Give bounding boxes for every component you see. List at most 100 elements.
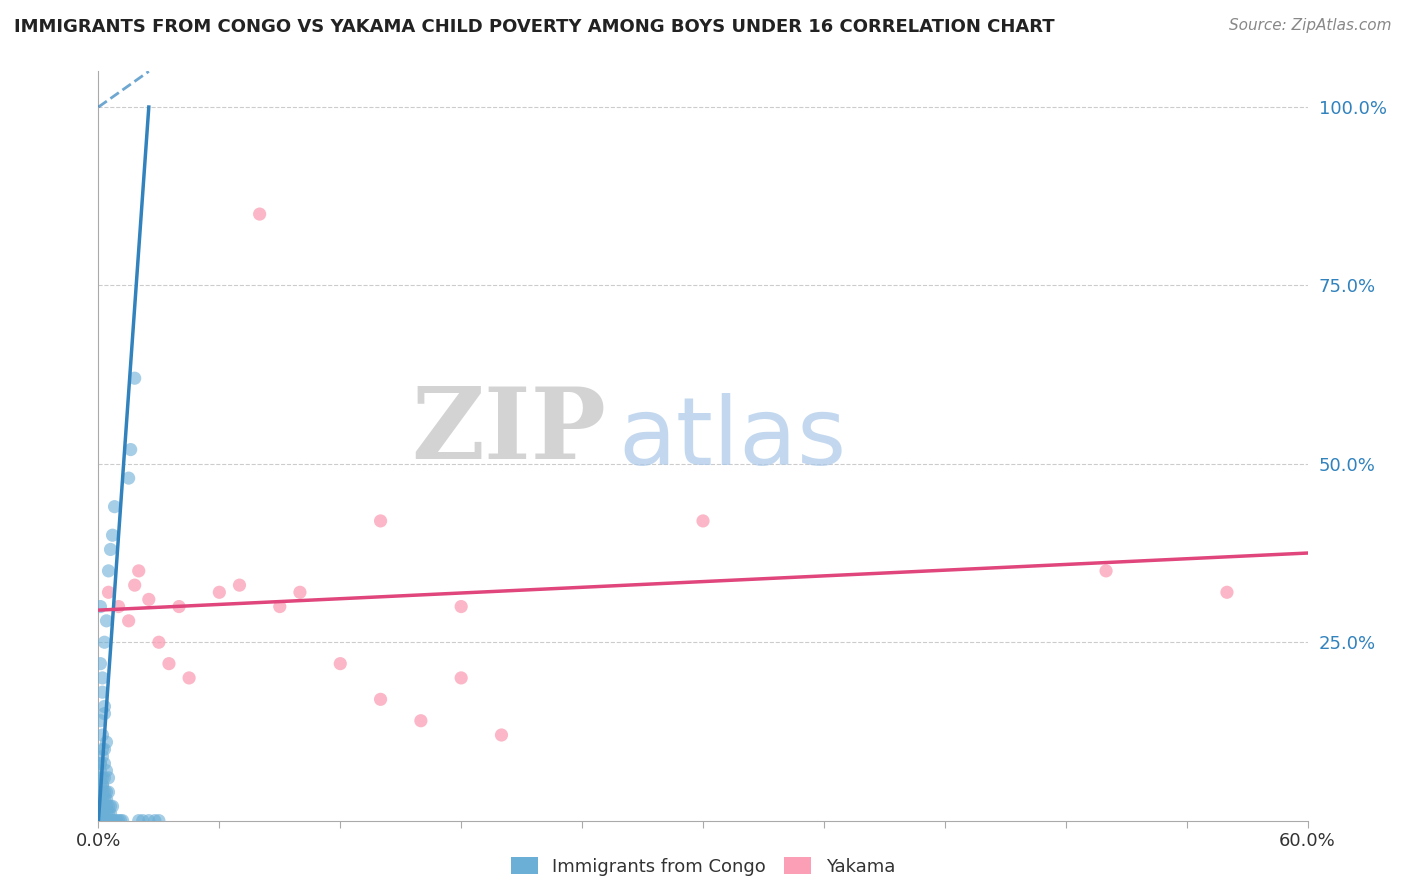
- Point: [93, 785, 115, 799]
- Point: [179, 671, 201, 685]
- Point: [91, 749, 114, 764]
- Legend: Immigrants from Congo, Yakama: Immigrants from Congo, Yakama: [503, 850, 903, 883]
- Point: [91, 806, 114, 821]
- Point: [91, 671, 114, 685]
- Point: [93, 706, 115, 721]
- Point: [97, 814, 120, 828]
- Point: [89, 806, 111, 821]
- Point: [96, 806, 118, 821]
- Point: [93, 814, 115, 828]
- Point: [91, 742, 114, 756]
- Point: [124, 371, 146, 385]
- Point: [1095, 564, 1118, 578]
- Point: [91, 799, 114, 814]
- Point: [96, 735, 118, 749]
- Point: [89, 806, 111, 821]
- Point: [167, 599, 190, 614]
- Point: [89, 778, 111, 792]
- Point: [96, 785, 118, 799]
- Point: [91, 778, 114, 792]
- Point: [138, 814, 160, 828]
- Point: [100, 542, 122, 557]
- Point: [450, 599, 472, 614]
- Point: [101, 814, 124, 828]
- Point: [93, 756, 115, 771]
- Point: [370, 692, 392, 706]
- Point: [93, 806, 115, 821]
- Point: [228, 578, 250, 592]
- Point: [93, 699, 115, 714]
- Point: [89, 792, 111, 806]
- Point: [100, 799, 122, 814]
- Point: [329, 657, 352, 671]
- Point: [103, 814, 125, 828]
- Point: [491, 728, 513, 742]
- Point: [157, 657, 180, 671]
- Point: [97, 785, 120, 799]
- Point: [110, 814, 132, 828]
- Point: [143, 814, 166, 828]
- Point: [107, 814, 129, 828]
- Point: [96, 764, 118, 778]
- Point: [89, 799, 111, 814]
- Point: [97, 771, 120, 785]
- Point: [101, 799, 124, 814]
- Point: [132, 814, 155, 828]
- Point: [89, 771, 111, 785]
- Point: [96, 614, 118, 628]
- Point: [208, 585, 231, 599]
- Point: [93, 771, 115, 785]
- Point: [107, 599, 129, 614]
- Point: [100, 806, 122, 821]
- Point: [91, 685, 114, 699]
- Point: [96, 792, 118, 806]
- Point: [91, 778, 114, 792]
- Point: [124, 578, 146, 592]
- Point: [370, 514, 392, 528]
- Text: ZIP: ZIP: [412, 383, 606, 480]
- Point: [93, 799, 115, 814]
- Point: [128, 814, 150, 828]
- Point: [120, 442, 142, 457]
- Point: [93, 635, 115, 649]
- Point: [91, 785, 114, 799]
- Point: [89, 756, 111, 771]
- Point: [89, 764, 111, 778]
- Text: Source: ZipAtlas.com: Source: ZipAtlas.com: [1229, 18, 1392, 33]
- Point: [91, 792, 114, 806]
- Point: [89, 785, 111, 799]
- Point: [89, 657, 111, 671]
- Point: [89, 714, 111, 728]
- Point: [118, 614, 141, 628]
- Point: [93, 742, 115, 756]
- Point: [111, 814, 134, 828]
- Point: [100, 814, 122, 828]
- Point: [692, 514, 714, 528]
- Point: [128, 564, 150, 578]
- Point: [97, 806, 120, 821]
- Point: [450, 671, 472, 685]
- Point: [148, 814, 170, 828]
- Point: [97, 799, 120, 814]
- Point: [96, 814, 118, 828]
- Point: [97, 564, 120, 578]
- Point: [288, 585, 311, 599]
- Point: [101, 528, 124, 542]
- Point: [89, 814, 111, 828]
- Point: [96, 799, 118, 814]
- Point: [91, 814, 114, 828]
- Point: [138, 592, 160, 607]
- Text: atlas: atlas: [619, 392, 846, 484]
- Point: [93, 792, 115, 806]
- Point: [89, 756, 111, 771]
- Point: [91, 728, 114, 742]
- Point: [105, 814, 128, 828]
- Point: [89, 792, 111, 806]
- Point: [1216, 585, 1239, 599]
- Point: [91, 771, 114, 785]
- Point: [409, 714, 432, 728]
- Point: [148, 635, 170, 649]
- Point: [269, 599, 291, 614]
- Point: [89, 599, 111, 614]
- Point: [103, 500, 125, 514]
